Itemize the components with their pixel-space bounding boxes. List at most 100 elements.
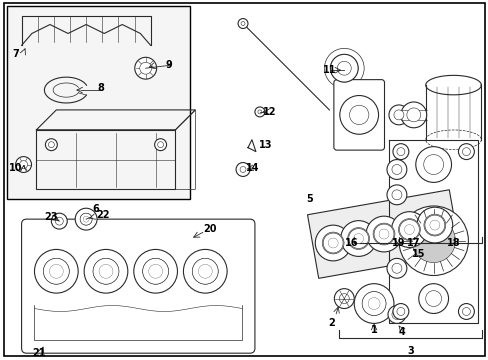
Circle shape (372, 223, 394, 245)
Text: 18: 18 (446, 238, 459, 248)
Circle shape (399, 220, 419, 239)
Circle shape (322, 232, 344, 254)
Text: 16: 16 (344, 238, 357, 248)
Circle shape (198, 264, 212, 278)
Text: 1: 1 (370, 325, 377, 336)
Circle shape (362, 292, 385, 315)
Circle shape (75, 208, 97, 230)
Circle shape (391, 212, 427, 247)
Circle shape (396, 307, 404, 315)
Circle shape (142, 258, 168, 284)
Circle shape (257, 110, 262, 114)
Circle shape (254, 107, 264, 117)
Circle shape (327, 238, 337, 248)
Circle shape (183, 249, 226, 293)
FancyBboxPatch shape (333, 80, 384, 150)
Circle shape (340, 221, 376, 256)
Text: 7: 7 (12, 49, 19, 59)
Circle shape (423, 214, 445, 236)
Circle shape (398, 219, 420, 240)
Text: 21: 21 (33, 348, 46, 358)
Text: 9: 9 (165, 60, 172, 70)
Text: 19: 19 (391, 238, 405, 248)
Circle shape (84, 249, 127, 293)
Text: 10: 10 (9, 162, 22, 172)
Circle shape (148, 264, 162, 278)
Circle shape (323, 233, 343, 253)
Circle shape (400, 102, 426, 128)
Circle shape (157, 142, 163, 148)
Circle shape (330, 54, 357, 82)
Circle shape (396, 148, 404, 156)
Circle shape (392, 303, 408, 319)
Circle shape (391, 310, 401, 319)
Circle shape (347, 228, 369, 249)
Circle shape (373, 224, 393, 244)
Circle shape (16, 157, 31, 172)
Circle shape (241, 22, 244, 26)
Circle shape (140, 62, 151, 74)
Circle shape (35, 249, 78, 293)
Circle shape (458, 144, 473, 159)
Circle shape (386, 185, 406, 205)
Circle shape (330, 54, 357, 82)
Circle shape (135, 57, 156, 79)
Circle shape (83, 216, 89, 222)
Circle shape (43, 258, 69, 284)
Circle shape (93, 258, 119, 284)
Circle shape (99, 264, 113, 278)
Circle shape (415, 147, 450, 183)
Bar (7, 6, 190, 199)
Circle shape (49, 264, 63, 278)
Circle shape (406, 108, 420, 122)
Circle shape (80, 213, 92, 225)
Circle shape (51, 213, 67, 229)
Circle shape (416, 207, 452, 243)
Circle shape (238, 19, 247, 28)
Text: 4: 4 (398, 327, 405, 337)
Circle shape (43, 258, 69, 284)
Circle shape (339, 294, 348, 303)
Circle shape (362, 292, 385, 315)
Circle shape (240, 167, 245, 172)
Circle shape (80, 213, 92, 225)
Circle shape (458, 303, 473, 319)
Text: 6: 6 (93, 204, 99, 214)
Circle shape (391, 165, 401, 175)
Circle shape (192, 258, 218, 284)
Circle shape (391, 263, 401, 273)
Circle shape (424, 215, 444, 235)
Circle shape (45, 139, 57, 150)
Circle shape (55, 217, 63, 225)
Text: 8: 8 (98, 83, 104, 93)
Circle shape (387, 306, 405, 323)
Circle shape (392, 144, 408, 159)
Circle shape (154, 139, 166, 150)
Circle shape (429, 220, 439, 230)
Text: 2: 2 (327, 318, 334, 328)
Circle shape (236, 163, 249, 176)
Text: 23: 23 (44, 212, 58, 222)
Circle shape (339, 95, 378, 134)
Circle shape (378, 229, 388, 239)
Text: 11: 11 (322, 65, 335, 75)
Text: 20: 20 (203, 224, 217, 234)
FancyBboxPatch shape (21, 219, 254, 353)
Circle shape (366, 216, 401, 252)
Circle shape (423, 154, 443, 175)
Circle shape (393, 110, 403, 120)
Text: 17: 17 (406, 238, 420, 248)
Circle shape (324, 48, 364, 88)
Text: 13: 13 (259, 140, 272, 150)
Circle shape (411, 219, 454, 262)
Circle shape (425, 291, 441, 306)
Circle shape (134, 249, 177, 293)
Circle shape (93, 258, 119, 284)
Circle shape (388, 105, 408, 125)
Circle shape (462, 148, 469, 156)
Circle shape (315, 225, 350, 261)
Circle shape (334, 289, 353, 309)
Circle shape (404, 225, 413, 234)
Circle shape (48, 142, 54, 148)
Polygon shape (307, 190, 460, 278)
